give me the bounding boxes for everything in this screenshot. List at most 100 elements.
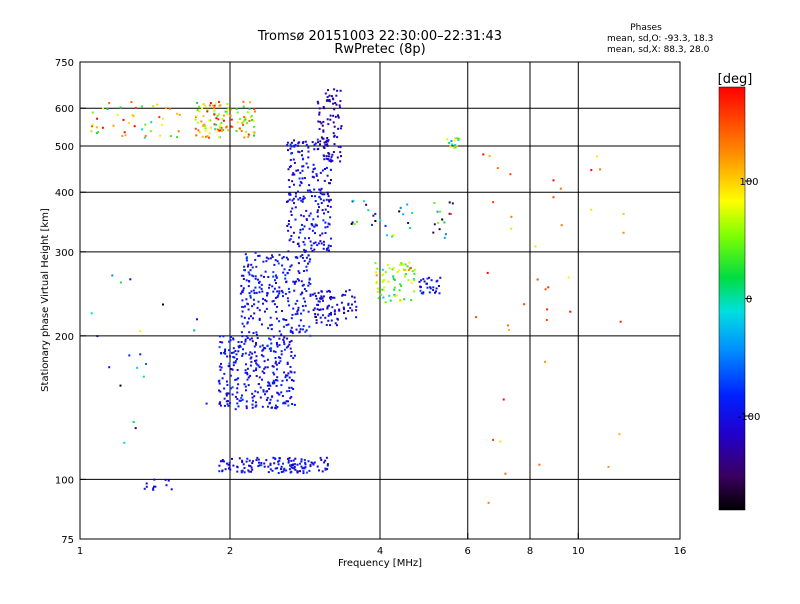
y-tick-label: 750: [55, 58, 74, 69]
data-point: [309, 212, 312, 215]
data-point: [262, 389, 265, 392]
data-point: [266, 366, 269, 369]
data-point: [289, 330, 292, 333]
data-point: [205, 402, 208, 405]
x-tick-label: 8: [527, 546, 533, 557]
data-point: [329, 205, 332, 208]
data-point: [250, 360, 253, 363]
data-point: [308, 214, 311, 217]
data-point: [407, 269, 410, 271]
data-point: [245, 460, 248, 463]
data-point: [241, 353, 244, 355]
data-point: [219, 123, 222, 126]
data-point: [250, 470, 253, 473]
data-point: [400, 262, 403, 264]
data-point: [323, 107, 325, 110]
data-point: [320, 187, 323, 190]
data-point: [328, 289, 330, 292]
data-point: [277, 472, 280, 474]
data-point: [317, 242, 320, 245]
data-point: [272, 335, 275, 338]
y-tick-label: 100: [55, 475, 74, 486]
data-point: [248, 108, 251, 111]
data-point: [274, 406, 277, 409]
data-point: [384, 224, 387, 227]
data-point: [327, 89, 329, 92]
data-point: [292, 459, 295, 462]
data-point: [283, 467, 286, 470]
data-point: [408, 261, 411, 264]
data-point: [282, 402, 285, 405]
data-point: [325, 139, 328, 142]
data-point: [292, 241, 295, 243]
data-point: [402, 213, 405, 216]
data-point: [410, 282, 413, 285]
data-point: [301, 154, 303, 157]
data-point: [243, 116, 246, 119]
data-point: [439, 210, 442, 213]
data-point: [221, 470, 224, 473]
data-point: [245, 259, 248, 262]
data-point: [456, 137, 459, 140]
data-point: [351, 303, 353, 306]
data-point: [241, 299, 244, 302]
data-point: [244, 305, 246, 308]
data-point: [291, 173, 294, 176]
data-point: [228, 340, 231, 343]
data-point: [326, 247, 328, 250]
data-point: [324, 232, 327, 234]
data-point: [293, 139, 295, 142]
data-point: [622, 212, 625, 215]
data-point: [318, 111, 321, 114]
data-point: [194, 127, 197, 130]
data-point: [322, 299, 324, 302]
data-point: [324, 468, 327, 471]
data-point: [280, 391, 283, 394]
data-point: [264, 393, 266, 396]
data-point: [246, 373, 249, 376]
data-point: [257, 458, 260, 461]
data-point: [319, 198, 322, 201]
data-point: [270, 342, 273, 345]
data-point: [272, 379, 275, 382]
data-point: [316, 211, 319, 214]
data-point: [291, 330, 294, 333]
data-point: [393, 286, 396, 289]
data-point: [255, 355, 258, 358]
data-point: [338, 309, 341, 312]
data-point: [145, 482, 148, 485]
x-tick-label: 4: [377, 546, 383, 557]
data-point: [193, 329, 196, 332]
data-point: [322, 219, 325, 222]
data-point: [145, 363, 147, 365]
data-point: [307, 156, 310, 159]
data-point: [338, 308, 341, 311]
data-point: [251, 119, 254, 122]
data-point: [176, 112, 179, 115]
data-point: [352, 199, 355, 202]
data-point: [297, 169, 299, 172]
data-point: [596, 155, 599, 158]
data-point: [287, 229, 290, 232]
data-point: [312, 463, 315, 466]
data-point: [288, 457, 291, 459]
data-point: [270, 406, 273, 409]
data-point: [251, 274, 254, 277]
data-point: [219, 390, 222, 393]
data-point: [297, 150, 300, 153]
data-point: [399, 283, 402, 286]
data-point: [319, 189, 322, 192]
data-point: [310, 244, 313, 247]
data-point: [241, 459, 244, 462]
data-point: [228, 401, 231, 404]
data-point: [101, 126, 104, 129]
data-point: [108, 102, 111, 105]
data-point: [262, 355, 265, 358]
data-point: [303, 288, 306, 290]
data-point: [258, 317, 261, 320]
data-point: [297, 144, 300, 147]
data-point: [510, 215, 513, 218]
data-point: [308, 281, 310, 284]
data-point: [244, 352, 247, 355]
data-point: [289, 210, 292, 213]
